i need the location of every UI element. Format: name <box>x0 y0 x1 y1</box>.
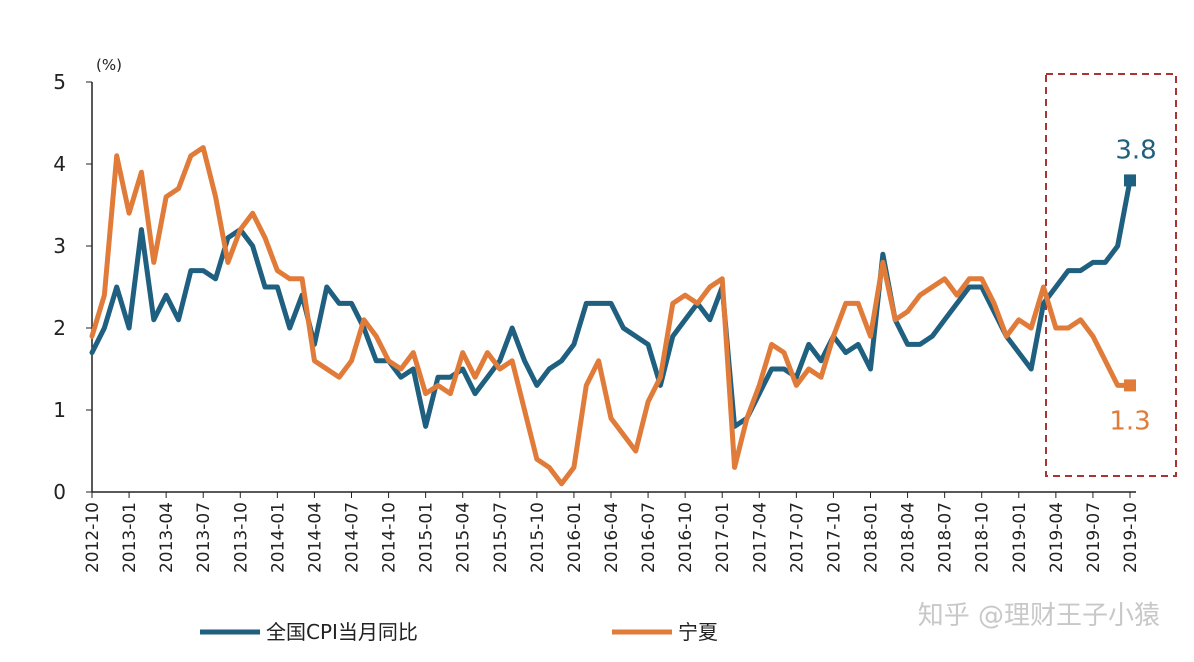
series-line <box>89 145 1133 487</box>
x-tick-label: 2015-07 <box>491 502 511 573</box>
end-label: 1.3 <box>1109 406 1150 436</box>
y-tick-label: 1 <box>53 398 66 422</box>
watermark: 知乎 @理财王子小猿 <box>918 601 1160 631</box>
x-tick-label: 2017-04 <box>750 502 770 573</box>
x-tick-label: 2019-04 <box>1047 502 1067 573</box>
x-tick-label: 2015-10 <box>528 502 548 573</box>
x-tick-label: 2017-10 <box>824 502 844 573</box>
x-tick-label: 2013-10 <box>231 502 251 573</box>
y-tick-label: 2 <box>53 316 66 340</box>
x-tick-label: 2016-01 <box>565 502 585 573</box>
legend-label: 宁夏 <box>678 620 718 644</box>
y-tick-label: 5 <box>53 70 66 94</box>
x-tick-label: 2018-04 <box>899 502 919 573</box>
end-marker <box>1124 174 1136 187</box>
x-tick-label: 2017-01 <box>713 502 733 573</box>
x-tick-label: 2015-04 <box>454 502 474 573</box>
x-tick-label: 2013-01 <box>120 502 140 573</box>
x-tick-label: 2016-04 <box>602 502 622 573</box>
x-tick-label: 2014-01 <box>268 502 288 573</box>
x-tick-label: 2013-07 <box>194 502 214 573</box>
x-tick-label: 2016-10 <box>676 502 696 573</box>
x-tick-label: 2014-04 <box>305 502 325 573</box>
x-tick-label: 2019-01 <box>1010 502 1030 573</box>
end-marker <box>1124 379 1136 392</box>
y-tick-label: 4 <box>53 152 66 176</box>
legend-label: 全国CPI当月同比 <box>266 620 418 644</box>
x-tick-label: 2018-10 <box>973 502 993 573</box>
x-tick-label: 2013-04 <box>157 502 177 573</box>
x-tick-label: 2015-01 <box>417 502 437 573</box>
highlight-box <box>1045 73 1177 477</box>
x-tick-label: 2014-10 <box>380 502 400 573</box>
series-line <box>89 177 1133 429</box>
x-tick-label: 2014-07 <box>343 502 363 573</box>
end-label: 3.8 <box>1115 135 1156 165</box>
x-tick-label: 2019-10 <box>1121 502 1141 573</box>
y-axis-label: (%) <box>96 56 122 74</box>
x-tick-label: 2018-01 <box>862 502 882 573</box>
x-tick-label: 2016-07 <box>639 502 659 573</box>
x-tick-label: 2012-10 <box>83 502 103 573</box>
x-tick-label: 2019-07 <box>1084 502 1104 573</box>
x-tick-label: 2017-07 <box>787 502 807 573</box>
x-tick-label: 2018-07 <box>936 502 956 573</box>
y-tick-label: 3 <box>53 234 66 258</box>
y-tick-label: 0 <box>53 480 66 504</box>
